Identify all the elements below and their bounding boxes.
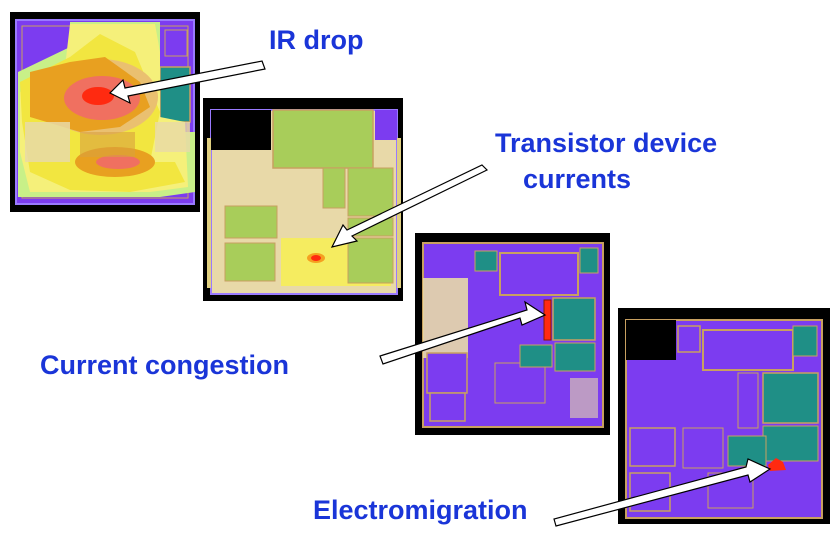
ir-drop-chip-image xyxy=(10,12,200,212)
transistor-currents-chip-image xyxy=(203,98,403,301)
electromigration-layout xyxy=(625,319,823,519)
current-congestion-layout xyxy=(422,242,604,428)
electromigration-chip-image xyxy=(618,308,830,524)
current-congestion-chip-image xyxy=(415,233,610,435)
transistor-currents-layout xyxy=(207,109,401,295)
transistor-device-label: Transistor device xyxy=(495,128,718,158)
electromigration-label: Electromigration xyxy=(313,495,528,525)
current-congestion-label: Current congestion xyxy=(40,350,290,380)
ir-drop-label: IR drop xyxy=(269,25,364,55)
ir-drop-heatmap xyxy=(15,19,195,205)
transistor-currents-label: currents xyxy=(523,164,632,194)
